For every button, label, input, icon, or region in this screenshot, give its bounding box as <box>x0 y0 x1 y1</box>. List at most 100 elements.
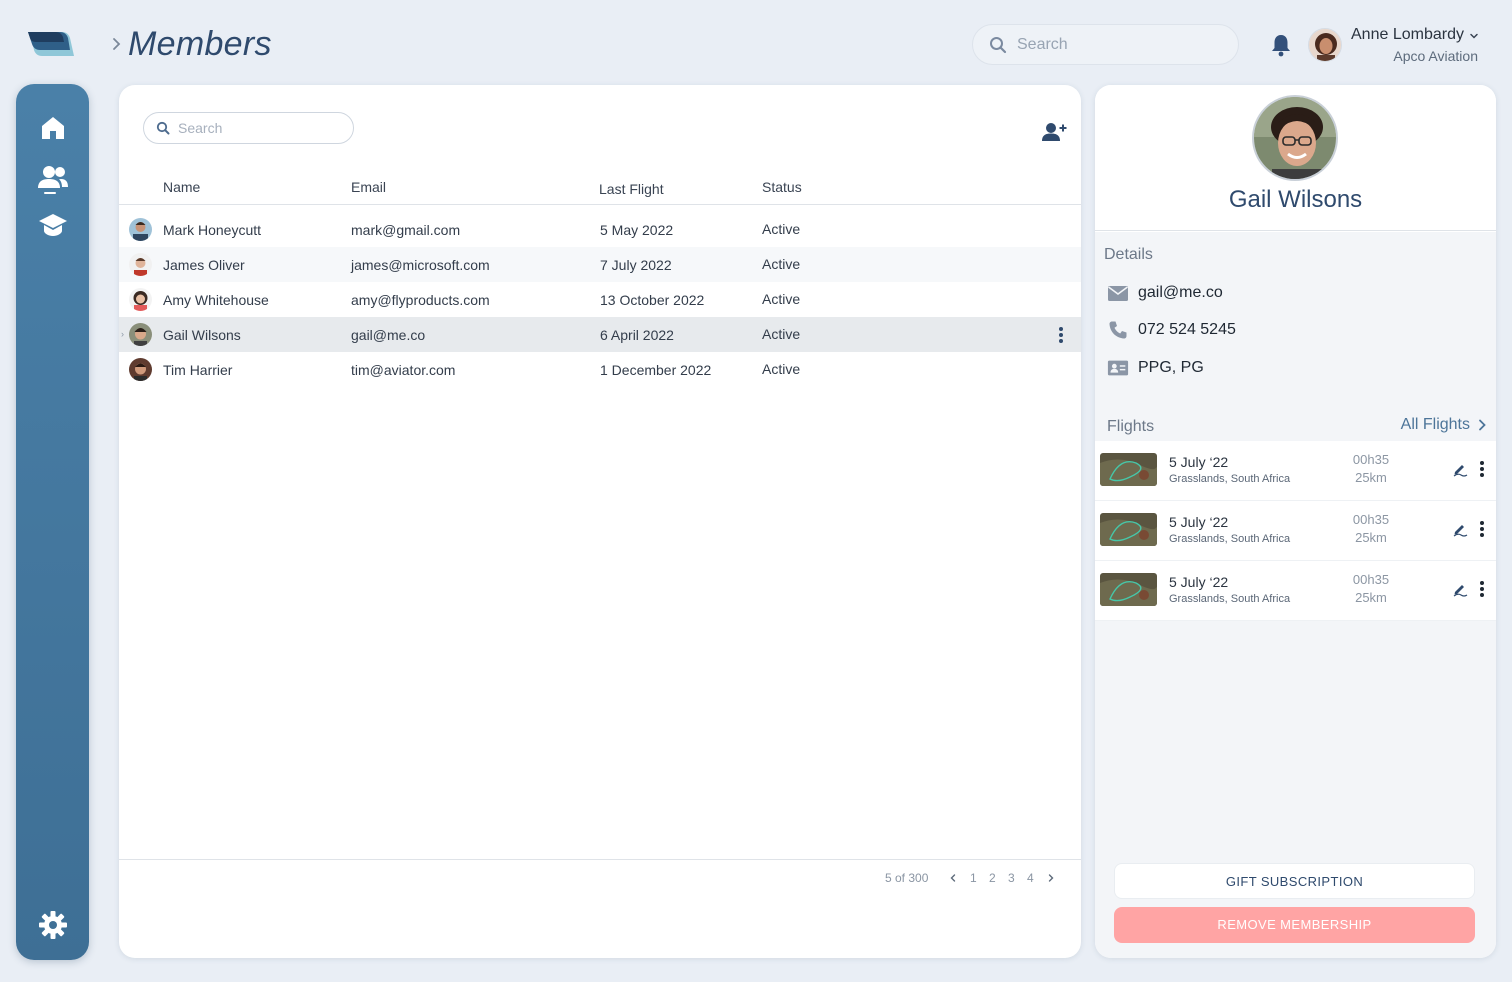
member-status: Active <box>762 221 801 237</box>
member-status: Active <box>762 256 801 272</box>
detail-email[interactable]: gail@me.co <box>1107 282 1223 304</box>
column-header-name[interactable]: Name <box>163 179 201 195</box>
flight-distance: 25km <box>1355 530 1387 545</box>
all-flights-label[interactable]: All Flights <box>1400 416 1470 433</box>
pagination-next-icon[interactable] <box>1047 873 1055 883</box>
add-member-icon[interactable] <box>1041 121 1067 143</box>
detail-phone-text: 072 524 5245 <box>1138 321 1236 338</box>
flight-location: Grasslands, South Africa <box>1169 593 1291 605</box>
user-name[interactable]: Anne Lombardy <box>1351 26 1464 43</box>
more-options-icon[interactable] <box>1478 459 1486 479</box>
chevron-right-icon[interactable] <box>1476 418 1488 432</box>
search-icon <box>990 36 1007 53</box>
member-search-input[interactable] <box>178 120 338 136</box>
table-row[interactable]: Mark Honeycutt mark@gmail.com 5 May 2022… <box>119 212 1081 247</box>
profile-photo <box>1252 95 1338 181</box>
member-avatar <box>129 358 152 381</box>
sidebar <box>16 84 89 960</box>
gear-icon[interactable] <box>38 910 68 940</box>
page-title: Members <box>128 25 272 63</box>
app-logo[interactable] <box>28 30 76 60</box>
profile-body: Details gail@me.co 072 524 5245 PPG, PG … <box>1095 232 1496 958</box>
phone-icon <box>1107 319 1129 341</box>
member-name: James Oliver <box>163 257 245 273</box>
member-avatar <box>129 253 152 276</box>
home-icon[interactable] <box>39 114 67 142</box>
column-header-email[interactable]: Email <box>351 179 387 195</box>
sign-edit-icon[interactable] <box>1452 461 1468 477</box>
all-flights-link[interactable]: All Flights <box>1401 416 1488 434</box>
global-search[interactable] <box>972 24 1239 65</box>
member-email: gail@me.co <box>351 327 426 343</box>
detail-licenses: PPG, PG <box>1107 357 1204 379</box>
flight-item[interactable]: 5 July ‘22 Grasslands, South Africa 00h3… <box>1095 501 1496 561</box>
search-icon <box>156 121 170 135</box>
more-options-icon[interactable] <box>1057 325 1065 345</box>
remove-membership-button[interactable]: REMOVE MEMBERSHIP <box>1114 907 1475 943</box>
table-row[interactable]: Amy Whitehouse amy@flyproducts.com 13 Oc… <box>119 282 1081 317</box>
flights-list: 5 July ‘22 Grasslands, South Africa 00h3… <box>1095 441 1496 621</box>
flight-map-thumbnail <box>1100 573 1157 606</box>
column-header-status[interactable]: Status <box>762 179 802 195</box>
notification-bell-icon[interactable] <box>1270 33 1292 57</box>
pagination-prev-icon[interactable] <box>949 873 957 883</box>
more-options-icon[interactable] <box>1478 519 1486 539</box>
member-email: james@microsoft.com <box>351 257 490 273</box>
member-avatar <box>129 323 152 346</box>
member-email: tim@aviator.com <box>351 362 456 378</box>
member-last-flight: 13 October 2022 <box>600 292 705 308</box>
details-section-label: Details <box>1104 246 1153 263</box>
member-last-flight: 7 July 2022 <box>600 257 672 273</box>
flight-duration: 00h35 <box>1352 512 1390 527</box>
table-row[interactable]: Tim Harrier tim@aviator.com 1 December 2… <box>119 352 1081 387</box>
table-row[interactable]: James Oliver james@microsoft.com 7 July … <box>119 247 1081 282</box>
flight-date: 5 July ‘22 <box>1169 574 1229 590</box>
member-search[interactable] <box>143 112 354 144</box>
members-table: Mark Honeycutt mark@gmail.com 5 May 2022… <box>119 212 1081 387</box>
pagination-summary: 5 of 300 <box>885 871 929 885</box>
school-icon[interactable] <box>38 212 68 238</box>
member-name: Gail Wilsons <box>163 327 241 343</box>
member-status: Active <box>762 361 801 377</box>
pagination-page[interactable]: 3 <box>1008 871 1015 885</box>
member-name: Amy Whitehouse <box>163 292 269 308</box>
sign-edit-icon[interactable] <box>1452 521 1468 537</box>
selected-row-marker-icon: › <box>121 329 124 339</box>
profile-name: Gail Wilsons <box>1228 186 1363 213</box>
member-status: Active <box>762 291 801 307</box>
chevron-down-icon[interactable] <box>1469 31 1479 41</box>
flight-item[interactable]: 5 July ‘22 Grasslands, South Africa 00h3… <box>1095 561 1496 621</box>
flight-map-thumbnail <box>1100 513 1157 546</box>
flight-distance: 25km <box>1355 470 1387 485</box>
pagination-page[interactable]: 2 <box>989 871 996 885</box>
pagination-page[interactable]: 1 <box>970 871 977 885</box>
detail-phone[interactable]: 072 524 5245 <box>1107 319 1236 341</box>
table-header: Name Email Last Flight Status <box>119 173 1081 205</box>
user-avatar[interactable] <box>1308 28 1342 62</box>
flight-item[interactable]: 5 July ‘22 Grasslands, South Africa 00h3… <box>1095 441 1496 501</box>
global-search-input[interactable] <box>1017 35 1217 54</box>
flight-date: 5 July ‘22 <box>1169 454 1229 470</box>
members-icon[interactable] <box>36 162 70 196</box>
profile-header: Gail Wilsons <box>1095 85 1496 231</box>
column-header-last-flight[interactable]: Last Flight <box>599 181 664 197</box>
member-status: Active <box>762 326 801 342</box>
member-last-flight: 6 April 2022 <box>600 327 674 343</box>
flights-section-label: Flights <box>1107 418 1155 435</box>
table-row-selected[interactable]: › Gail Wilsons gail@me.co 6 April 2022 A… <box>119 317 1081 352</box>
sign-edit-icon[interactable] <box>1452 581 1468 597</box>
member-detail-panel: Gail Wilsons Details gail@me.co 072 524 … <box>1095 85 1496 958</box>
pagination-page[interactable]: 4 <box>1027 871 1034 885</box>
more-options-icon[interactable] <box>1478 579 1486 599</box>
flight-map-thumbnail <box>1100 453 1157 486</box>
table-footer-divider <box>119 859 1081 860</box>
member-avatar <box>129 288 152 311</box>
member-last-flight: 1 December 2022 <box>600 362 712 378</box>
gift-subscription-button[interactable]: GIFT SUBSCRIPTION <box>1114 863 1475 899</box>
id-card-icon <box>1107 357 1129 379</box>
detail-licenses-text: PPG, PG <box>1138 359 1204 376</box>
member-avatar <box>129 218 152 241</box>
breadcrumb-chevron-icon <box>113 38 121 50</box>
member-email: amy@flyproducts.com <box>351 292 490 308</box>
flight-location: Grasslands, South Africa <box>1169 533 1291 545</box>
